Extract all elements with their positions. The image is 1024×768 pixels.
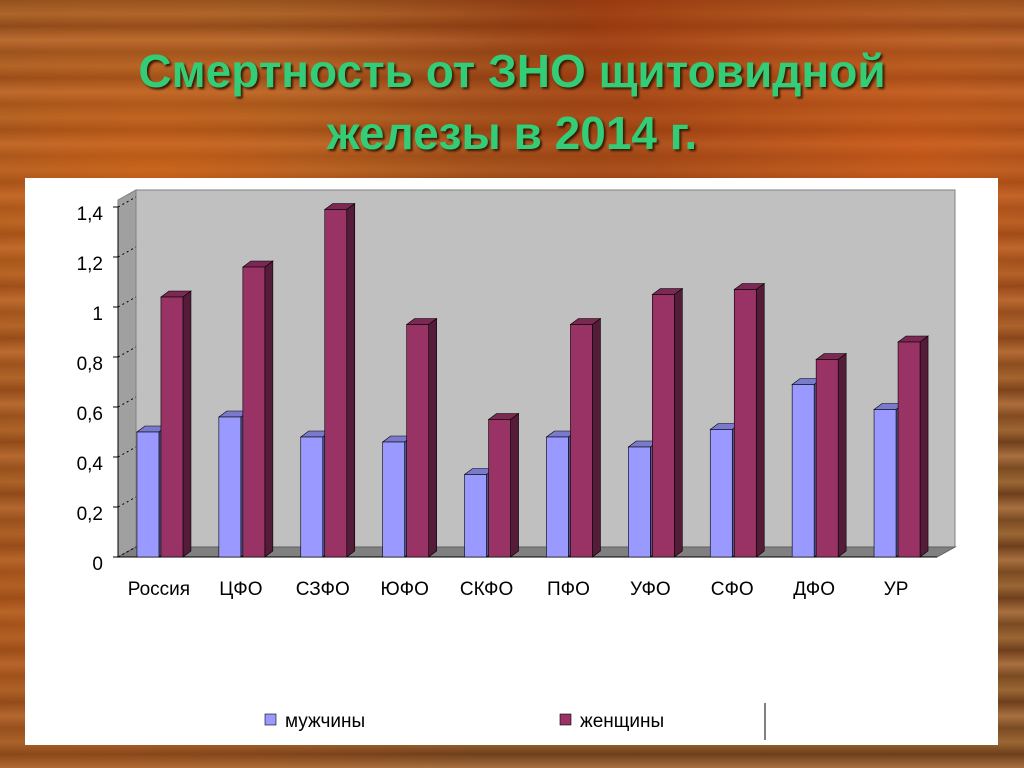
bar	[546, 436, 569, 558]
y-tick-label: 0,4	[77, 454, 104, 475]
grid-line	[117, 446, 137, 458]
bar-side	[674, 287, 683, 558]
bar	[897, 341, 921, 558]
legend-label: женщины	[580, 711, 664, 732]
bar	[488, 419, 511, 558]
x-tick-label: Россия	[128, 579, 190, 600]
chart-title: Смертность от ЗНО щитовидной железы в 20…	[138, 45, 886, 159]
x-tick-label: СЗФО	[296, 579, 350, 600]
x-tick-label: СКФО	[460, 579, 513, 600]
grid-line	[117, 396, 137, 408]
x-tick-label: УР	[884, 579, 909, 600]
grid-line	[117, 246, 137, 258]
bar-side	[182, 290, 192, 558]
bar	[652, 294, 675, 558]
bar-side	[264, 260, 274, 558]
bar	[791, 384, 815, 558]
bar	[160, 296, 184, 558]
bar-side	[837, 352, 847, 558]
bar	[382, 441, 405, 558]
bar	[628, 446, 651, 558]
x-tick-label: ДФО	[793, 579, 835, 600]
y-tick-label: 0,8	[77, 354, 103, 375]
bar-side	[755, 282, 765, 558]
bar	[873, 409, 897, 558]
x-tick-label: СФО	[711, 579, 754, 600]
bar	[570, 324, 593, 558]
bar	[136, 431, 160, 558]
grid-line	[117, 546, 137, 558]
bar-side	[919, 335, 929, 558]
y-tick-label: 0,6	[77, 404, 103, 425]
legend-label: мужчины	[285, 711, 365, 732]
bar	[242, 266, 266, 558]
y-tick-label: 1,4	[77, 204, 104, 225]
bar	[709, 429, 733, 558]
y-tick-label: 1,2	[77, 254, 103, 275]
x-tick-label: ЮФО	[380, 579, 428, 600]
x-tick-label: УФО	[630, 579, 671, 600]
bar	[218, 416, 242, 558]
grid-line	[117, 296, 137, 308]
bar	[324, 209, 348, 558]
y-tick-label: 0,2	[77, 504, 103, 525]
y-tick-label: 1	[92, 304, 103, 325]
bar-side	[510, 412, 519, 558]
bar	[406, 324, 429, 558]
x-tick-label: ЦФО	[219, 579, 262, 600]
legend-swatch	[559, 713, 572, 726]
bar-side	[428, 317, 437, 558]
bar	[300, 436, 324, 558]
legend-swatch	[264, 713, 277, 726]
bar-side	[346, 202, 356, 558]
grid-line	[117, 346, 137, 358]
bar	[815, 359, 839, 558]
bar	[733, 289, 757, 558]
bar-side	[592, 317, 601, 558]
x-tick-label: ПФО	[547, 579, 590, 600]
y-tick-label: 0	[92, 554, 103, 575]
grid-line	[117, 196, 137, 208]
bar	[464, 474, 487, 558]
grid-line	[117, 496, 137, 508]
